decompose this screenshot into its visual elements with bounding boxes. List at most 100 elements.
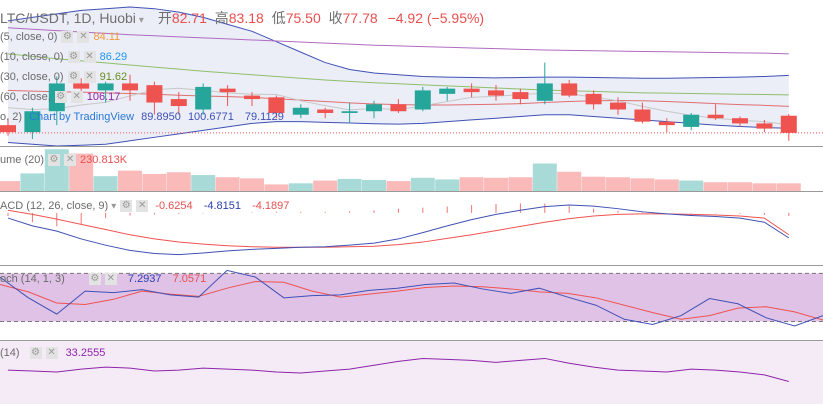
- volume-pane[interactable]: ume (20) ⚙ ✕ 230.813K: [0, 147, 823, 191]
- ma5-name: (5, close, 0): [0, 31, 58, 43]
- price-pane[interactable]: LTC/USDT, 1D, Huobi ▾ 开82.71 高83.18 低75.5…: [0, 0, 823, 146]
- pane-separator[interactable]: [0, 191, 823, 192]
- gear-icon[interactable]: ⚙: [29, 347, 42, 360]
- close-icon[interactable]: ✕: [70, 91, 83, 104]
- volume-bar: [776, 183, 801, 191]
- price-chart: [0, 6, 823, 146]
- chevron-down-icon[interactable]: ▾: [111, 201, 117, 212]
- stoch-k-value: 7.2937: [127, 273, 162, 285]
- stoch-name: och (14, 1, 3): [0, 273, 65, 285]
- volume-bar: [118, 170, 142, 191]
- candle-body: [219, 88, 236, 93]
- ma5-value: 84.11: [93, 31, 121, 43]
- volume-value: 230.813K: [80, 154, 128, 166]
- close-icon[interactable]: ✕: [64, 154, 77, 167]
- stoch-k-line: [0, 269, 823, 327]
- open-label: 开: [157, 10, 172, 26]
- ma60-line: [7, 27, 789, 55]
- ma10-name: (10, close, 0): [0, 51, 64, 63]
- volume-bar: [508, 177, 533, 191]
- candle-body: [292, 107, 309, 115]
- close-icon[interactable]: ✕: [83, 51, 96, 64]
- candle-body: [317, 109, 334, 113]
- gear-icon[interactable]: ⚙: [88, 273, 101, 286]
- candle-body: [195, 86, 212, 110]
- gear-icon[interactable]: ⚙: [54, 91, 67, 104]
- candle-body: [97, 83, 114, 91]
- volume-bar: [264, 184, 289, 191]
- candle-body: [268, 97, 285, 113]
- ma30-legend[interactable]: (30, close, 0) ⚙ ✕ 91.62: [0, 71, 127, 84]
- bb-middle-value: 89.8950: [141, 111, 181, 123]
- ma10-value: 86.29: [99, 51, 128, 63]
- candle-body: [732, 118, 748, 124]
- macd-hist-value: -0.6254: [155, 200, 193, 212]
- ma10-legend[interactable]: (10, close, 0) ⚙ ✕ 86.29: [0, 51, 128, 64]
- ma60-value: 106.17: [86, 91, 121, 103]
- ma30-name: (30, close, 0): [0, 71, 64, 83]
- rsi-pane[interactable]: (14) ⚙ ✕ 33.2555: [0, 341, 823, 404]
- gear-icon[interactable]: ⚙: [67, 71, 80, 84]
- high-label: 高: [214, 10, 229, 26]
- rsi-line: [7, 357, 789, 382]
- volume-bar: [191, 175, 216, 191]
- pane-separator[interactable]: [0, 265, 823, 266]
- bb-name: o, 2): [0, 111, 23, 123]
- rsi-chart: [0, 341, 823, 404]
- gear-icon[interactable]: ⚙: [67, 51, 80, 64]
- volume-bar: [386, 181, 411, 191]
- volume-legend[interactable]: ume (20) ⚙ ✕ 230.813K: [0, 154, 128, 167]
- volume-bar: [0, 181, 20, 191]
- volume-bar: [703, 182, 728, 191]
- bb-legend[interactable]: o, 2) Chart by TradingView 89.8950 100.6…: [0, 111, 284, 123]
- stoch-chart: [0, 269, 823, 327]
- rsi-legend[interactable]: (14) ⚙ ✕ 33.2555: [0, 347, 105, 360]
- candle-body: [170, 99, 187, 107]
- volume-bar: [313, 180, 338, 191]
- candle-body: [341, 111, 358, 113]
- symbol-header: LTC/USDT, 1D, Huobi ▾ 开82.71 高83.18 低75.5…: [0, 8, 484, 28]
- volume-bar: [606, 177, 630, 191]
- close-icon[interactable]: ✕: [77, 31, 90, 44]
- watermark[interactable]: Chart by TradingView: [29, 111, 135, 123]
- candle-body: [707, 114, 724, 119]
- rsi-name: (14): [0, 347, 20, 359]
- chevron-down-icon[interactable]: ▾: [138, 15, 144, 26]
- stoch-band-fill: [0, 273, 823, 322]
- volume-bar: [288, 183, 313, 191]
- stoch-legend[interactable]: och (14, 1, 3) ⚙ ✕ 7.2937 7.0571: [0, 273, 207, 286]
- close-label: 收: [328, 10, 343, 26]
- candle-body: [366, 104, 382, 112]
- candle-body: [561, 83, 578, 96]
- pane-separator[interactable]: [0, 340, 823, 341]
- volume-bar: [215, 177, 240, 191]
- close-value: 77.78: [342, 10, 378, 26]
- stoch-d-value: 7.0571: [172, 273, 207, 285]
- stoch-pane[interactable]: och (14, 1, 3) ⚙ ✕ 7.2937 7.0571: [0, 266, 823, 340]
- macd-legend[interactable]: ACD (12, 26, close, 9) ▾ ⚙ ✕ -0.6254 -4.815…: [0, 200, 289, 213]
- candle-body: [244, 95, 260, 100]
- candle-body: [439, 88, 456, 94]
- candle-body: [512, 92, 529, 100]
- volume-bar: [20, 173, 45, 191]
- gear-icon[interactable]: ⚙: [120, 200, 133, 213]
- volume-bar: [337, 178, 362, 191]
- close-icon[interactable]: ✕: [136, 200, 149, 213]
- symbol-title[interactable]: LTC/USDT, 1D, Huobi: [0, 10, 136, 26]
- close-icon[interactable]: ✕: [104, 273, 117, 286]
- candle-body: [780, 115, 797, 133]
- gear-icon[interactable]: ⚙: [61, 31, 74, 44]
- low-value: 75.50: [285, 10, 321, 26]
- volume-bar: [362, 180, 386, 191]
- ma60-legend[interactable]: (60, close, ⚙ ✕ 106.17: [0, 91, 121, 104]
- volume-bar: [679, 180, 704, 191]
- macd-pane[interactable]: ACD (12, 26, close, 9) ▾ ⚙ ✕ -0.6254 -4.815…: [0, 192, 823, 265]
- ma5-legend[interactable]: (5, close, 0) ⚙ ✕ 84.11: [0, 31, 121, 44]
- gear-icon[interactable]: ⚙: [48, 154, 61, 167]
- volume-bar: [654, 179, 679, 191]
- volume-bar: [459, 177, 484, 191]
- close-icon[interactable]: ✕: [45, 347, 58, 360]
- close-icon[interactable]: ✕: [83, 71, 96, 84]
- macd-line-value: -4.8151: [203, 200, 241, 212]
- pane-separator[interactable]: [0, 146, 823, 147]
